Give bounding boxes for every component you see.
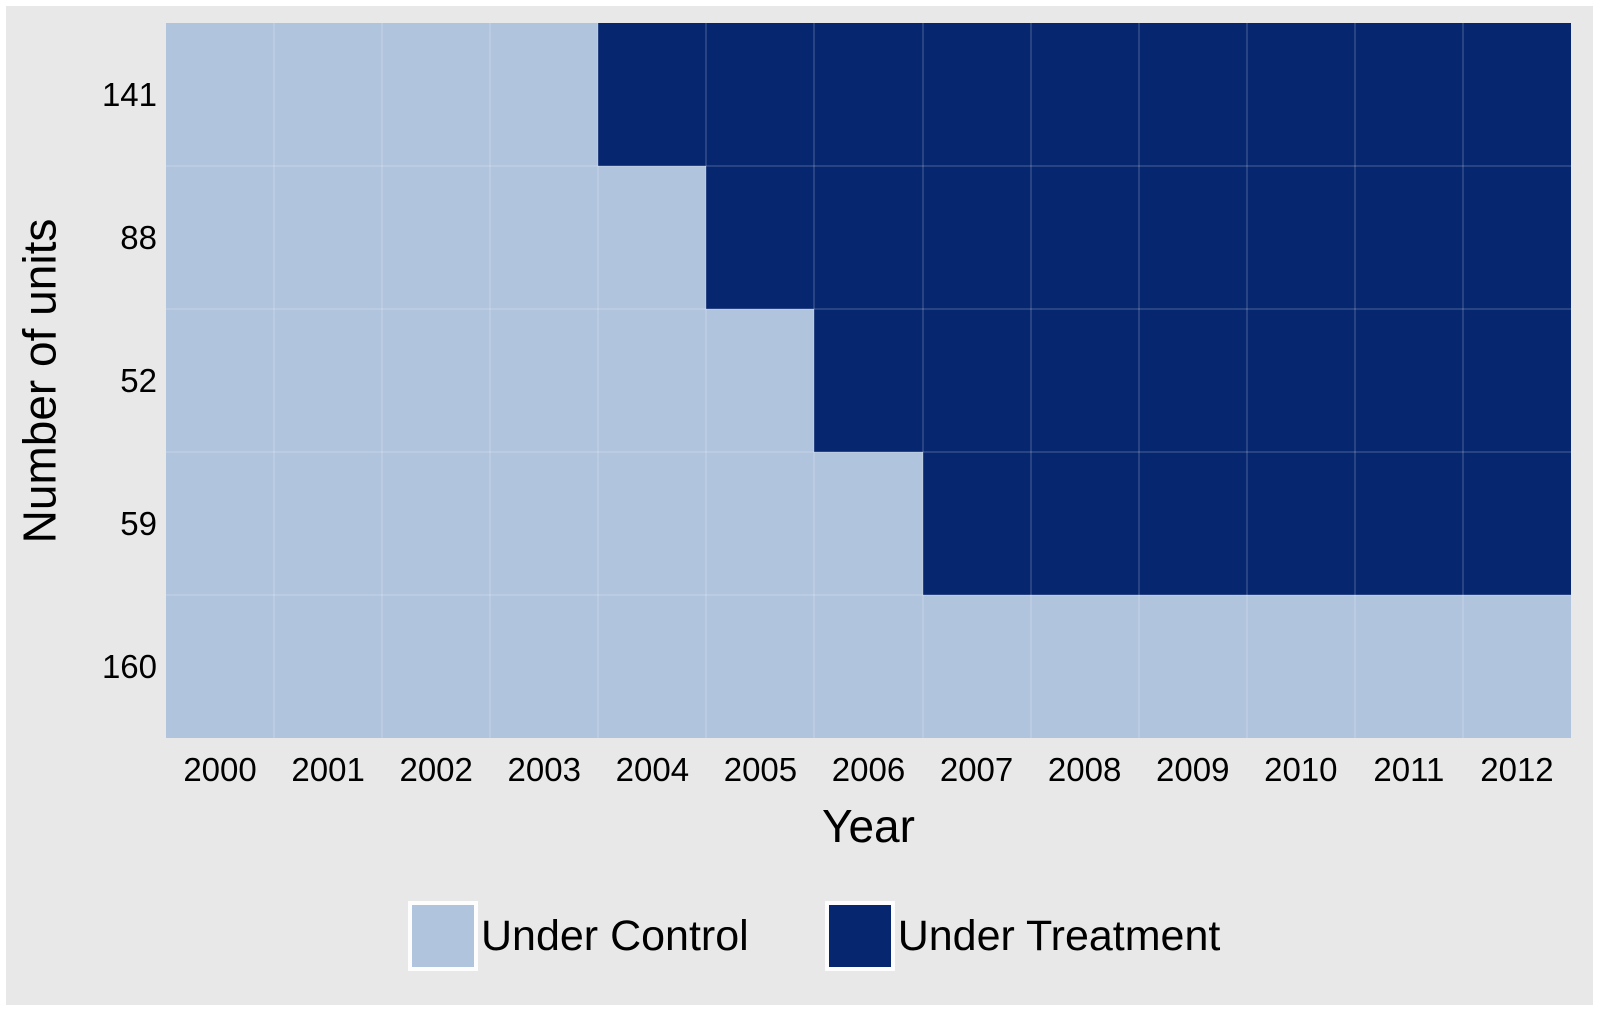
x-tick-label: 2008 bbox=[1047, 751, 1122, 788]
treated-region-group-88 bbox=[706, 166, 1571, 309]
plot-area bbox=[166, 23, 1571, 738]
vertical-gridline bbox=[273, 23, 276, 738]
x-tick-label: 2009 bbox=[1156, 751, 1230, 788]
x-axis-title: Year bbox=[822, 800, 915, 852]
legend-label: Under Control bbox=[481, 912, 749, 960]
x-axis-tick-labels: 2000 2001 2002 2003 2004 2005 2006 2007 2008 2009… bbox=[166, 752, 1571, 792]
vertical-gridline bbox=[1245, 23, 1248, 738]
x-tick-label: 2005 bbox=[723, 751, 798, 788]
x-tick-label: 2000 bbox=[183, 751, 257, 788]
y-tick-label: 160 bbox=[101, 647, 157, 685]
x-tick-label: 2007 bbox=[939, 751, 1014, 788]
treated-region-group-141 bbox=[598, 23, 1571, 166]
treated-region-group-52 bbox=[814, 309, 1571, 452]
vertical-gridline bbox=[1461, 23, 1464, 738]
vertical-gridline bbox=[381, 23, 384, 738]
y-tick-label: 141 bbox=[101, 75, 157, 113]
x-tick-label: 2011 bbox=[1373, 751, 1445, 788]
vertical-gridline bbox=[489, 23, 492, 738]
x-tick-label: 2003 bbox=[507, 751, 581, 788]
vertical-gridline bbox=[1137, 23, 1140, 738]
legend: Under Control Under Treatment bbox=[408, 901, 1220, 971]
y-tick-label: 52 bbox=[120, 361, 157, 399]
x-tick-label: 2010 bbox=[1264, 751, 1338, 788]
horizontal-gridline bbox=[166, 451, 1571, 453]
vertical-gridline bbox=[1353, 23, 1356, 738]
x-tick-label: 2004 bbox=[615, 751, 690, 788]
treated-region-group-59 bbox=[922, 452, 1571, 595]
vertical-gridline bbox=[597, 23, 600, 738]
legend-label: Under Treatment bbox=[897, 912, 1221, 960]
x-tick-label: 2006 bbox=[831, 751, 906, 788]
vertical-gridline bbox=[813, 23, 816, 738]
x-tick-label: 2001 bbox=[291, 751, 365, 788]
x-tick-label: 2002 bbox=[399, 751, 473, 788]
horizontal-gridline bbox=[166, 165, 1571, 167]
x-tick-label: 2012 bbox=[1480, 751, 1554, 788]
legend-item-treatment: Under Treatment bbox=[824, 901, 1221, 971]
legend-swatch-control bbox=[408, 901, 478, 971]
legend-item-control: Under Control bbox=[408, 901, 749, 971]
y-axis-tick-labels: 141 88 52 59 160 bbox=[0, 23, 157, 738]
vertical-gridline bbox=[705, 23, 708, 738]
vertical-gridline bbox=[1029, 23, 1032, 738]
y-tick-label: 59 bbox=[120, 504, 157, 542]
horizontal-gridline bbox=[166, 594, 1571, 596]
horizontal-gridline bbox=[166, 308, 1571, 310]
legend-swatch-treatment bbox=[824, 901, 895, 971]
y-tick-label: 88 bbox=[120, 218, 157, 256]
vertical-gridline bbox=[921, 23, 924, 738]
